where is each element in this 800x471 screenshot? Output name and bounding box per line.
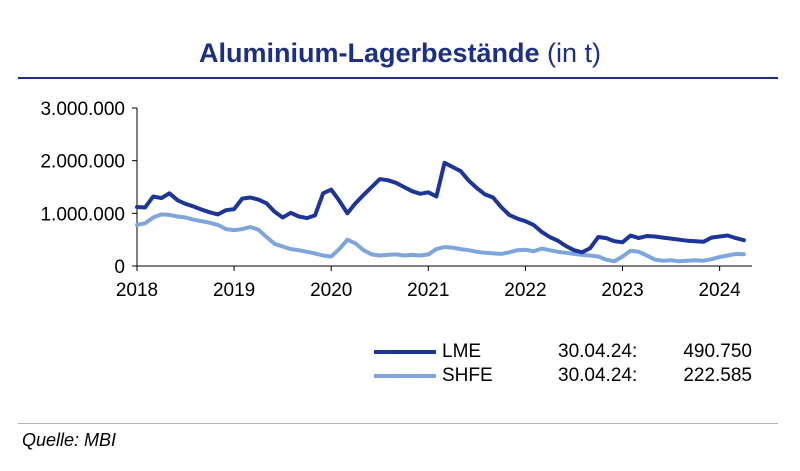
y-tick-label: 3.000.000 [40, 99, 125, 120]
legend-date-lme: 30.04.24: [558, 341, 638, 362]
legend-value-shfe: 222.585 [683, 365, 752, 386]
chart-title-unit: (in t) [547, 38, 602, 68]
x-tick-label: 2018 [116, 280, 158, 301]
y-tick-label: 2.000.000 [40, 152, 125, 173]
x-tick-label: 2022 [504, 280, 546, 301]
title-rule [18, 77, 778, 79]
chart-title: Aluminium-Lagerbestände (in t) [0, 38, 800, 69]
legend-value-lme: 490.750 [683, 341, 752, 362]
x-tick-label: 2023 [601, 280, 643, 301]
series-line-shfe [135, 212, 746, 264]
x-tick-label: 2024 [698, 280, 741, 301]
legend-swatch-lme [374, 350, 436, 354]
legend-label-lme: LME [442, 341, 482, 362]
y-tick-label: 0 [114, 257, 125, 278]
legend-swatch-shfe [374, 374, 436, 378]
source-note: Quelle: MBI [22, 430, 117, 450]
series-line-lme [135, 160, 746, 255]
legend-date-shfe: 30.04.24: [558, 365, 638, 386]
source-rule [18, 423, 778, 424]
y-tick-label: 1.000.000 [40, 204, 125, 225]
x-tick-label: 2021 [407, 280, 449, 301]
x-tick-label: 2019 [213, 280, 255, 301]
legend-label-shfe: SHFE [442, 365, 493, 386]
chart-title-main: Aluminium-Lagerbestände [198, 38, 540, 68]
x-tick-label: 2020 [310, 280, 352, 301]
